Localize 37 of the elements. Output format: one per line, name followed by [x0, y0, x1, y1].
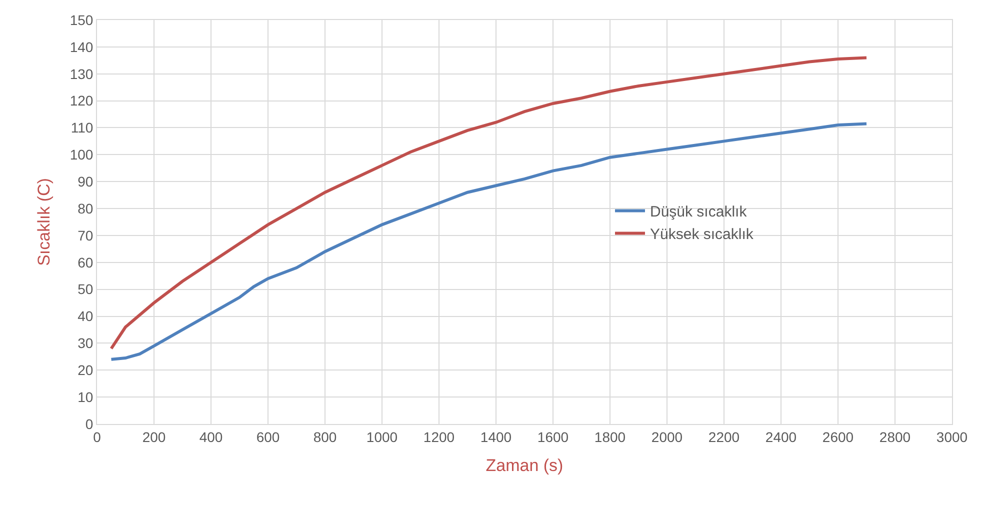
line-series — [110, 122, 868, 361]
line-series — [110, 56, 868, 350]
x-tick-label: 800 — [313, 428, 337, 445]
x-tick-label: 1000 — [366, 428, 398, 445]
y-tick-label: 40 — [78, 308, 94, 324]
y-tick-label: 60 — [78, 254, 94, 270]
y-tick-label: 80 — [78, 200, 94, 216]
x-tick-label: 1400 — [480, 428, 512, 445]
x-axis-title: Zaman (s) — [486, 456, 564, 476]
y-tick-label: 90 — [78, 174, 94, 190]
y-tick-label: 10 — [78, 388, 94, 405]
y-tick-label: 110 — [70, 120, 94, 136]
legend-label: Yüksek sıcaklık — [650, 226, 754, 244]
x-tick-label: 1600 — [537, 428, 569, 445]
legend-label: Düşük sıcaklık — [650, 204, 748, 221]
y-tick-label: 130 — [70, 66, 94, 82]
y-tick-label: 150 — [70, 12, 94, 28]
x-tick-label: 2400 — [765, 428, 797, 445]
x-tick-label: 1200 — [423, 428, 455, 445]
x-tick-label: 1800 — [594, 428, 626, 445]
x-tick-label: 2600 — [822, 428, 854, 445]
y-tick-label: 70 — [78, 227, 94, 244]
y-tick-label: 140 — [70, 38, 94, 55]
x-tick-label: 2200 — [708, 428, 740, 445]
y-tick-label: 120 — [70, 92, 94, 109]
y-tick-label: 50 — [78, 281, 94, 298]
x-tick-label: 400 — [199, 428, 223, 445]
x-tick-label: 2800 — [879, 428, 911, 445]
y-tick-label: 30 — [78, 335, 94, 352]
x-tick-label: 3000 — [936, 428, 968, 445]
y-axis-title: Sıcaklık (C) — [34, 178, 54, 266]
x-tick-label: 600 — [256, 428, 280, 445]
y-tick-label: 100 — [70, 146, 94, 163]
x-tick-label: 2000 — [651, 428, 683, 445]
y-tick-label: 0 — [85, 416, 94, 432]
x-tick-label: 200 — [142, 428, 166, 445]
y-tick-label: 20 — [78, 362, 94, 378]
